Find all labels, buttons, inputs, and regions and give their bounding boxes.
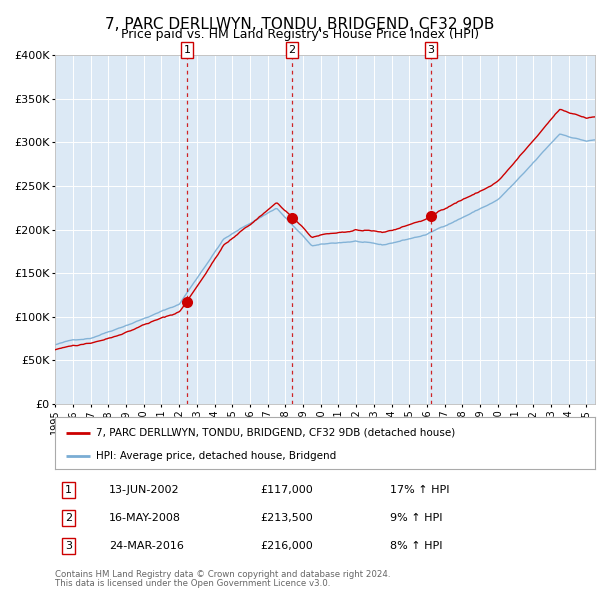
Text: 1: 1 — [65, 485, 72, 494]
Text: 7, PARC DERLLWYN, TONDU, BRIDGEND, CF32 9DB (detached house): 7, PARC DERLLWYN, TONDU, BRIDGEND, CF32 … — [96, 428, 455, 438]
Text: £117,000: £117,000 — [260, 485, 313, 494]
Text: 2: 2 — [289, 45, 295, 55]
Text: 7, PARC DERLLWYN, TONDU, BRIDGEND, CF32 9DB: 7, PARC DERLLWYN, TONDU, BRIDGEND, CF32 … — [106, 17, 494, 31]
Text: HPI: Average price, detached house, Bridgend: HPI: Average price, detached house, Brid… — [96, 451, 336, 461]
Text: Price paid vs. HM Land Registry's House Price Index (HPI): Price paid vs. HM Land Registry's House … — [121, 28, 479, 41]
Text: 17% ↑ HPI: 17% ↑ HPI — [390, 485, 449, 494]
Text: 3: 3 — [65, 541, 72, 551]
Text: £213,500: £213,500 — [260, 513, 313, 523]
Text: 3: 3 — [427, 45, 434, 55]
Text: 2: 2 — [65, 513, 72, 523]
Text: 1: 1 — [184, 45, 190, 55]
Text: £216,000: £216,000 — [260, 541, 313, 551]
Text: 16-MAY-2008: 16-MAY-2008 — [109, 513, 181, 523]
Text: Contains HM Land Registry data © Crown copyright and database right 2024.: Contains HM Land Registry data © Crown c… — [55, 570, 391, 579]
Text: 8% ↑ HPI: 8% ↑ HPI — [390, 541, 443, 551]
Text: This data is licensed under the Open Government Licence v3.0.: This data is licensed under the Open Gov… — [55, 579, 331, 588]
Text: 13-JUN-2002: 13-JUN-2002 — [109, 485, 180, 494]
Text: 9% ↑ HPI: 9% ↑ HPI — [390, 513, 443, 523]
Text: 24-MAR-2016: 24-MAR-2016 — [109, 541, 184, 551]
